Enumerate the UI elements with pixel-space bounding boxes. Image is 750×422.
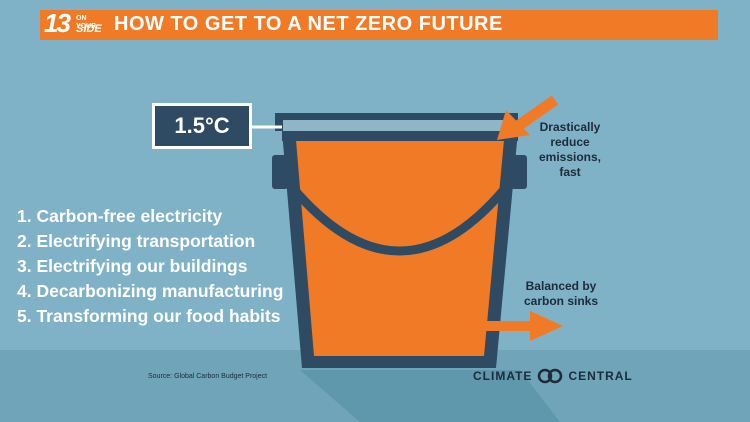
page-title: HOW TO GET TO A NET ZERO FUTURE (114, 13, 503, 35)
climate-central-icon (538, 368, 563, 384)
reduce-emissions-note: Drastically reduce emissions, fast (530, 120, 610, 180)
logo-side-text: SIDE (76, 23, 102, 35)
brand-right: CENTRAL (568, 369, 633, 383)
logo-number: 13 (44, 8, 71, 38)
note-line: carbon sinks (523, 294, 599, 308)
header-bar (40, 10, 718, 40)
list-item: 3. Electrifying our buildings (17, 256, 248, 276)
steps-list: 1. Carbon-free electricity 2. Electrifyi… (17, 204, 283, 329)
bucket-shadow (300, 370, 560, 422)
bucket-handle (276, 169, 522, 256)
note-line: Drastically (539, 120, 601, 134)
bucket-rim-inner (283, 120, 511, 131)
logo-on-text: ON YOUR (76, 15, 97, 30)
temperature-label: 1.5°C (174, 113, 230, 138)
arrow-down-left-icon (497, 95, 559, 140)
note-line: reduce (550, 135, 590, 149)
note-line: fast (559, 165, 581, 179)
brand-left: CLIMATE (473, 369, 533, 383)
note-line: Balanced by (525, 279, 597, 293)
arrow-right-icon (486, 311, 563, 341)
list-item: 2. Electrifying transportation (17, 231, 256, 251)
source-credit: Source: Global Carbon Budget Project (148, 373, 268, 380)
station-logo: 13 ON YOUR SIDE (40, 8, 104, 40)
list-item: 4. Decarbonizing manufacturing (17, 281, 284, 301)
note-line: emissions, (538, 150, 602, 164)
temperature-sign: 1.5°C (152, 103, 252, 149)
carbon-sinks-note: Balanced by carbon sinks (516, 279, 606, 309)
list-item: 5. Transforming our food habits (17, 306, 281, 326)
climate-central-logo: CLIMATE CENTRAL (473, 368, 633, 384)
list-item: 1. Carbon-free electricity (17, 206, 223, 226)
